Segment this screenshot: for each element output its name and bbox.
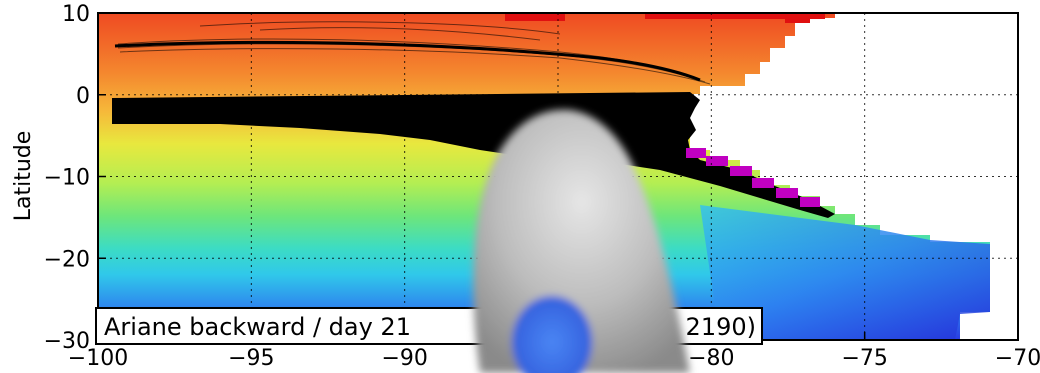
x-tick-label: −100 xyxy=(68,346,128,371)
field-deep xyxy=(700,205,990,340)
x-tick-label: −90 xyxy=(381,346,427,371)
x-tick-label: −80 xyxy=(688,346,734,371)
y-tick-label: 0 xyxy=(76,84,90,109)
y-tick-label: −20 xyxy=(44,247,90,272)
x-tick-label: −75 xyxy=(841,346,887,371)
annotation-text: Ariane backward / day 21 xyxy=(104,313,411,341)
y-tick-label: −30 xyxy=(44,329,90,354)
y-tick-label: −10 xyxy=(44,166,90,191)
x-tick-label: −70 xyxy=(995,346,1040,371)
y-tick-label: 10 xyxy=(62,2,90,27)
magenta-cells xyxy=(686,148,820,207)
y-axis-title: Latitude xyxy=(11,131,36,222)
trajectories-north-core xyxy=(114,40,701,82)
x-tick-label: −95 xyxy=(228,346,274,371)
x-axis: −100 −95 −90 −80 −75 −70 xyxy=(68,332,1040,371)
y-axis: −30 −20 −10 0 10 xyxy=(44,2,106,354)
trajectories-equatorial xyxy=(112,92,835,218)
red-cells xyxy=(505,13,825,23)
annotation-tail: 2190) xyxy=(686,313,756,341)
occluder xyxy=(473,109,690,373)
